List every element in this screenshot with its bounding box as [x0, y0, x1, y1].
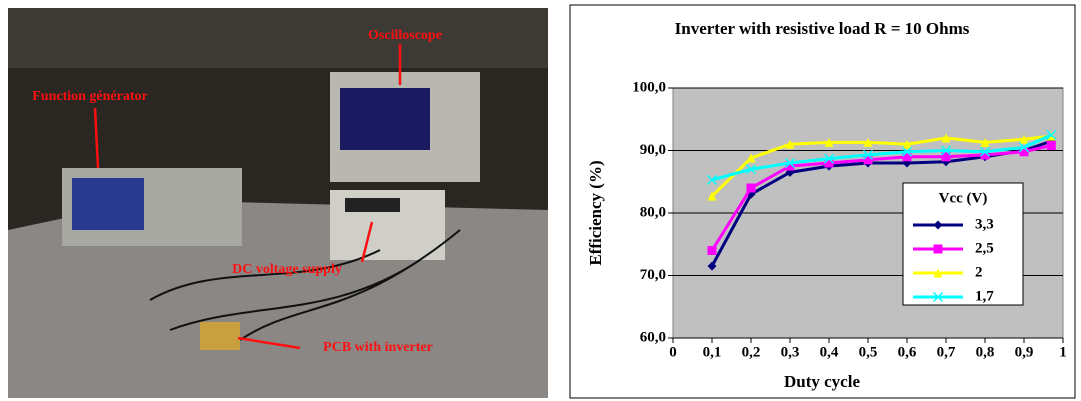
- point: [1047, 141, 1056, 150]
- photo: Oscilloscope Function générator DC volta…: [8, 8, 548, 398]
- point: [903, 152, 912, 161]
- annotation: Oscilloscope: [368, 28, 442, 43]
- x-tick-label: 0,9: [1015, 344, 1034, 360]
- x-axis-label: Duty cycle: [784, 372, 860, 391]
- x-tick-label: 0,7: [937, 344, 956, 360]
- legend-title: Vcc (V): [939, 190, 988, 206]
- point: [864, 155, 873, 164]
- chart-title: Inverter with resistive load R = 10 Ohms: [675, 19, 970, 38]
- y-tick-label: 70,0: [640, 267, 666, 283]
- annotation: Function générator: [32, 89, 147, 104]
- x-tick-label: 1: [1059, 344, 1067, 360]
- pcb: [200, 322, 240, 350]
- x-tick-label: 0,1: [703, 344, 722, 360]
- scope-screen: [340, 88, 430, 150]
- wall: [8, 8, 548, 68]
- point: [708, 246, 717, 255]
- legend-marker: [934, 245, 943, 254]
- annotation: PCB with inverter: [323, 340, 433, 355]
- y-tick-label: 80,0: [640, 204, 666, 220]
- page: Oscilloscope Function générator DC volta…: [0, 0, 1081, 401]
- x-tick-label: 0,8: [976, 344, 995, 360]
- x-tick-label: 0,5: [859, 344, 878, 360]
- y-tick-label: 90,0: [640, 142, 666, 158]
- legend-label: 2: [975, 264, 983, 280]
- x-tick-label: 0,6: [898, 344, 917, 360]
- legend-label: 1,7: [975, 288, 994, 304]
- y-tick-label: 60,0: [640, 329, 666, 345]
- legend-label: 3,3: [975, 216, 994, 232]
- legend-label: 2,5: [975, 240, 994, 256]
- x-tick-label: 0: [669, 344, 677, 360]
- x-tick-label: 0,3: [781, 344, 800, 360]
- supply-display: [345, 198, 400, 212]
- annotation: DC voltage supply: [232, 262, 342, 277]
- x-tick-label: 0,4: [820, 344, 839, 360]
- y-tick-label: 100,0: [632, 79, 666, 95]
- generator-screen: [72, 178, 144, 230]
- y-axis-label: Efficiency (%): [586, 160, 605, 265]
- x-tick-label: 0,2: [742, 344, 761, 360]
- point: [747, 184, 756, 193]
